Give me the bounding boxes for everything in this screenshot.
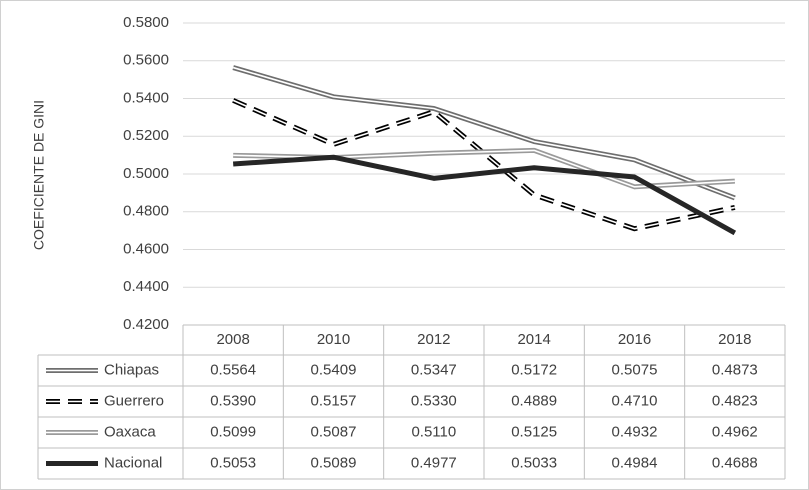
- y-tick-label: 0.5600: [123, 52, 169, 69]
- table-value: 0.5053: [210, 454, 256, 471]
- legend-label: Oaxaca: [104, 423, 156, 440]
- y-tick-label: 0.4400: [123, 278, 169, 295]
- y-tick-label: 0.5200: [123, 127, 169, 144]
- table-value: 0.4710: [612, 392, 658, 409]
- table-value: 0.5099: [210, 423, 256, 440]
- table-value: 0.5125: [511, 423, 557, 440]
- x-tick-label: 2014: [517, 331, 550, 348]
- table-value: 0.5564: [210, 361, 256, 378]
- series-line-inner: [232, 99, 735, 230]
- y-tick-label: 0.5800: [123, 14, 169, 31]
- table-value: 0.5390: [210, 392, 256, 409]
- table-value: 0.5409: [311, 361, 357, 378]
- y-tick-label: 0.4600: [123, 240, 169, 257]
- x-tick-label: 2008: [216, 331, 249, 348]
- x-tick-label: 2018: [718, 331, 751, 348]
- table-value: 0.5347: [411, 361, 457, 378]
- table-value: 0.4932: [612, 423, 658, 440]
- table-value: 0.5089: [311, 454, 357, 471]
- table-value: 0.5087: [311, 423, 357, 440]
- table-value: 0.4823: [712, 392, 758, 409]
- table-value: 0.4873: [712, 361, 758, 378]
- y-tick-label: 0.5400: [123, 89, 169, 106]
- x-tick-label: 2012: [417, 331, 450, 348]
- table-value: 0.5157: [311, 392, 357, 409]
- table-value: 0.5172: [511, 361, 557, 378]
- x-tick-label: 2016: [618, 331, 651, 348]
- legend-label: Nacional: [104, 454, 162, 471]
- y-tick-label: 0.5000: [123, 165, 169, 182]
- y-axis-label: COEFICIENTE DE GINI: [31, 100, 47, 250]
- series-line: [232, 154, 737, 236]
- table-value: 0.4889: [511, 392, 557, 409]
- table-value: 0.4688: [712, 454, 758, 471]
- table-value: 0.5075: [612, 361, 658, 378]
- y-tick-label: 0.4800: [123, 203, 169, 220]
- x-tick-label: 2010: [317, 331, 350, 348]
- table-value: 0.4962: [712, 423, 758, 440]
- table-value: 0.4984: [612, 454, 658, 471]
- table-value: 0.5033: [511, 454, 557, 471]
- table-value: 0.5330: [411, 392, 457, 409]
- table-value: 0.5110: [411, 423, 456, 440]
- legend-label: Chiapas: [104, 361, 159, 378]
- table-value: 0.4977: [411, 454, 457, 471]
- y-tick-label: 0.4200: [123, 316, 169, 333]
- legend-label: Guerrero: [104, 392, 164, 409]
- series-line-inner: [232, 66, 736, 199]
